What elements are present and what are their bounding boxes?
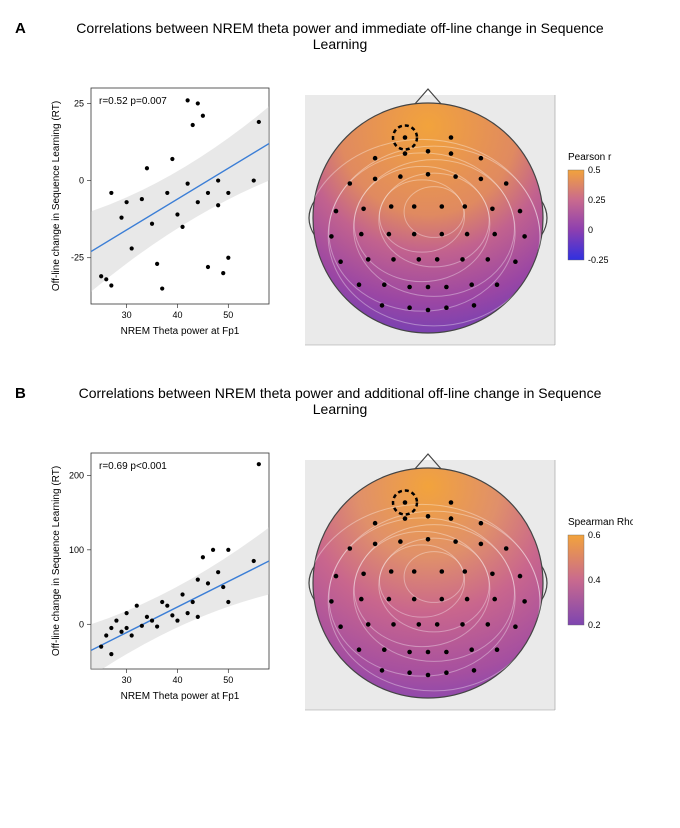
svg-text:Off-line change in Sequence Le: Off-line change in Sequence Learning (RT… xyxy=(51,466,62,656)
svg-text:NREM Theta power at Fp1: NREM Theta power at Fp1 xyxy=(121,326,240,337)
svg-text:0: 0 xyxy=(79,619,84,629)
panel-b-topo-wrap: Spearman Rho 0.6 0.4 0.2 xyxy=(293,435,633,715)
svg-text:0.6: 0.6 xyxy=(588,530,601,540)
panel-b-title: Correlations between NREM theta power an… xyxy=(60,385,620,417)
svg-text:30: 30 xyxy=(122,310,132,320)
svg-text:50: 50 xyxy=(223,675,233,685)
svg-text:0.2: 0.2 xyxy=(588,620,601,630)
svg-text:40: 40 xyxy=(172,310,182,320)
panel-a-label: A xyxy=(15,20,26,37)
panel-a-title: Correlations between NREM theta power an… xyxy=(60,20,620,52)
svg-text:0.25: 0.25 xyxy=(588,195,606,205)
panel-b-label: B xyxy=(15,385,26,402)
panel-b-row: r=0.69 p<0.001 30 40 50 0 100 200 NREM Theta po… xyxy=(15,435,665,715)
panel-a-topo-wrap: Pearson r 0.5 0.25 0 -0.25 xyxy=(293,70,633,350)
svg-text:40: 40 xyxy=(172,675,182,685)
panel-a: A Correlations between NREM theta power … xyxy=(15,20,665,350)
svg-text:25: 25 xyxy=(74,98,84,108)
svg-text:r=0.52 p=0.007: r=0.52 p=0.007 xyxy=(99,96,167,107)
figure-root: A Correlations between NREM theta power … xyxy=(15,20,665,715)
svg-text:-25: -25 xyxy=(71,253,84,263)
svg-text:30: 30 xyxy=(122,675,132,685)
panel-a-topo: Pearson r 0.5 0.25 0 -0.25 xyxy=(293,70,633,350)
svg-text:-0.25: -0.25 xyxy=(588,255,609,265)
svg-text:50: 50 xyxy=(223,310,233,320)
svg-text:0.5: 0.5 xyxy=(588,165,601,175)
svg-text:NREM Theta power at Fp1: NREM Theta power at Fp1 xyxy=(121,691,240,702)
svg-text:0: 0 xyxy=(79,176,84,186)
panel-b-topo: Spearman Rho 0.6 0.4 0.2 xyxy=(293,435,633,715)
svg-text:r=0.69 p<0.001: r=0.69 p<0.001 xyxy=(99,461,167,472)
panel-a-scatter: r=0.52 p=0.007 30 40 50 -25 0 25 NREM Theta pow… xyxy=(45,80,275,340)
svg-text:Pearson r: Pearson r xyxy=(568,152,612,163)
svg-text:0.4: 0.4 xyxy=(588,575,601,585)
panel-a-scatter-wrap: r=0.52 p=0.007 30 40 50 -25 0 25 NREM Theta pow… xyxy=(45,80,275,340)
panel-b-scatter: r=0.69 p<0.001 30 40 50 0 100 200 NREM Theta po… xyxy=(45,445,275,705)
svg-text:0: 0 xyxy=(588,225,593,235)
panel-b-scatter-wrap: r=0.69 p<0.001 30 40 50 0 100 200 NREM Theta po… xyxy=(45,445,275,705)
panel-a-row: r=0.52 p=0.007 30 40 50 -25 0 25 NREM Theta pow… xyxy=(15,70,665,350)
svg-text:Off-line change in Sequence Le: Off-line change in Sequence Learning (RT… xyxy=(51,101,62,291)
panel-b: B Correlations between NREM theta power … xyxy=(15,385,665,715)
svg-text:Spearman Rho: Spearman Rho xyxy=(568,517,633,528)
svg-text:100: 100 xyxy=(69,545,84,555)
svg-text:200: 200 xyxy=(69,470,84,480)
